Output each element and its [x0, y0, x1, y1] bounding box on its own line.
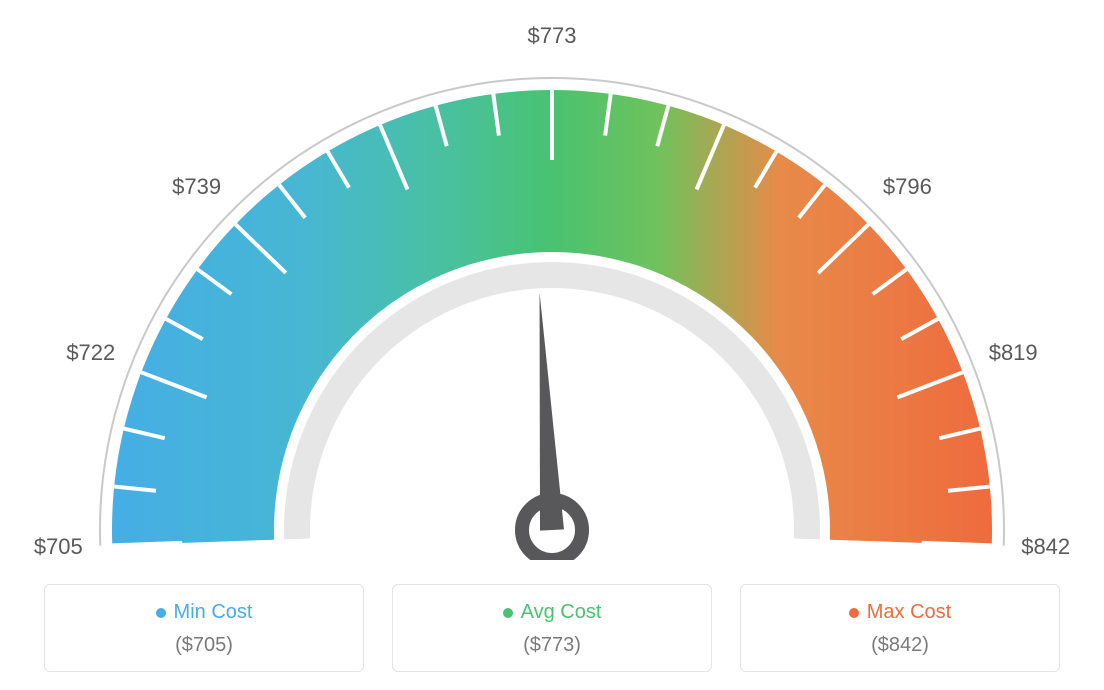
gauge-tick-label: $796	[883, 174, 932, 200]
legend-title-avg: Avg Cost	[503, 601, 602, 624]
legend-dot-max	[849, 608, 859, 618]
legend-row: Min Cost ($705) Avg Cost ($773) Max Cost…	[0, 584, 1104, 672]
gauge-tick-label: $722	[66, 340, 115, 366]
legend-value-min: ($705)	[45, 634, 363, 657]
gauge-svg	[0, 0, 1104, 560]
legend-card-max: Max Cost ($842)	[740, 584, 1060, 672]
gauge-tick-label: $705	[34, 534, 83, 560]
legend-label-max: Max Cost	[867, 601, 951, 624]
legend-title-min: Min Cost	[156, 601, 253, 624]
legend-title-max: Max Cost	[849, 601, 951, 624]
legend-dot-min	[156, 608, 166, 618]
gauge-tick-label: $819	[989, 340, 1038, 366]
legend-label-avg: Avg Cost	[521, 601, 602, 624]
legend-value-max: ($842)	[741, 634, 1059, 657]
legend-value-avg: ($773)	[393, 634, 711, 657]
legend-card-min: Min Cost ($705)	[44, 584, 364, 672]
gauge-chart: $705 $722 $739 $773 $796 $819 $842	[0, 0, 1104, 560]
gauge-tick-label: $842	[1021, 534, 1070, 560]
legend-label-min: Min Cost	[174, 601, 253, 624]
legend-dot-avg	[503, 608, 513, 618]
legend-card-avg: Avg Cost ($773)	[392, 584, 712, 672]
gauge-tick-label: $773	[528, 23, 577, 49]
gauge-tick-label: $739	[172, 174, 221, 200]
